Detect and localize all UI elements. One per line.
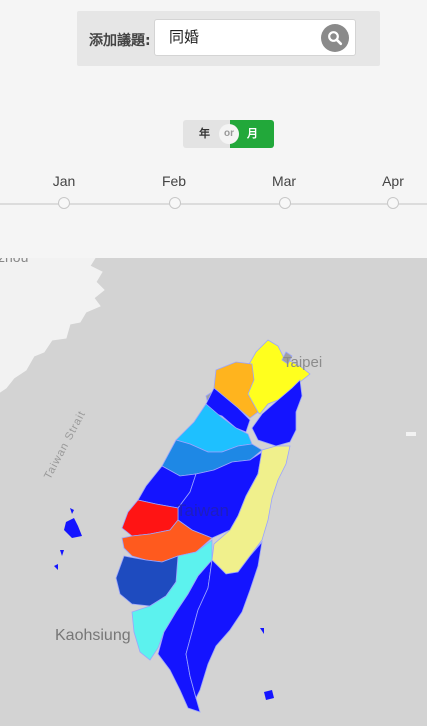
region-kaohsiung[interactable] bbox=[131, 539, 213, 661]
penghu-islet bbox=[70, 508, 74, 514]
map-svg: zhou Taiwan Strait bbox=[0, 258, 416, 713]
region-taitung[interactable] bbox=[185, 540, 263, 700]
search-button[interactable] bbox=[321, 24, 349, 52]
taiwan-regions bbox=[115, 339, 311, 713]
search-input-box[interactable]: 同婚 bbox=[154, 19, 356, 56]
penghu-islet bbox=[60, 550, 64, 556]
timeline-label-jan: Jan bbox=[52, 173, 76, 189]
period-toggle[interactable]: 年 月 or bbox=[183, 120, 274, 148]
penghu-islands bbox=[64, 518, 82, 538]
search-label: 添加議題: bbox=[89, 33, 151, 49]
search-icon bbox=[328, 31, 343, 46]
map-label-south-city: Kaohsiung bbox=[55, 627, 131, 644]
toggle-or-divider: or bbox=[219, 124, 239, 144]
topic-search-panel: 添加議題: 同婚 bbox=[77, 11, 380, 66]
timeline-track[interactable] bbox=[0, 203, 427, 205]
east-islet bbox=[406, 432, 416, 436]
map-label-island: Taiwan bbox=[176, 501, 229, 520]
coast-island bbox=[60, 290, 80, 306]
region-chiayi[interactable] bbox=[121, 519, 213, 563]
map-label-strait: Taiwan Strait bbox=[42, 409, 88, 482]
orchid-island bbox=[264, 690, 274, 700]
search-input[interactable]: 同婚 bbox=[169, 28, 200, 46]
coast-island bbox=[20, 314, 36, 330]
timeline-dot-feb[interactable] bbox=[169, 197, 181, 209]
region-keelung-north[interactable] bbox=[281, 351, 293, 365]
timeline-label-feb: Feb bbox=[161, 173, 187, 189]
penghu-islet bbox=[54, 564, 58, 570]
map-label-north-city: Taipei bbox=[283, 354, 322, 371]
timeline-dot-mar[interactable] bbox=[279, 197, 291, 209]
timeline-dot-apr[interactable] bbox=[387, 197, 399, 209]
timeline-label-apr: Apr bbox=[382, 173, 404, 189]
green-island bbox=[260, 628, 264, 634]
mainland-coast bbox=[0, 258, 105, 393]
taiwan-choropleth-map[interactable]: zhou Taiwan Strait bbox=[0, 258, 427, 726]
map-label-city-top-left: zhou bbox=[0, 258, 28, 265]
timeline-dot-jan[interactable] bbox=[58, 197, 70, 209]
timeline-label-mar: Mar bbox=[271, 173, 297, 189]
region-yilan[interactable] bbox=[251, 379, 303, 447]
